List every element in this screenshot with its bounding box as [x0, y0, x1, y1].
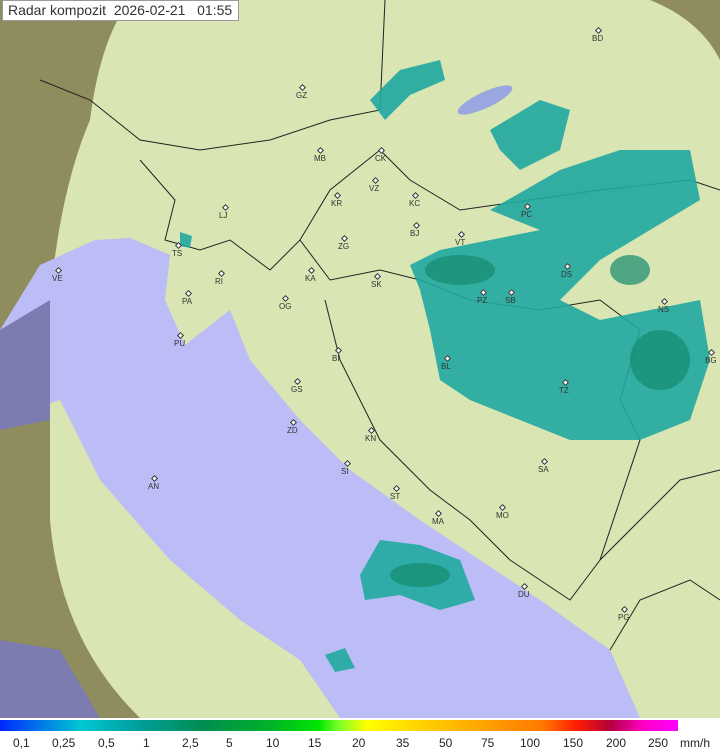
city-code: BD: [592, 34, 604, 43]
scale-tick-label: 20: [352, 736, 366, 750]
city-code: KR: [331, 199, 343, 208]
city-code: PG: [618, 613, 630, 622]
scale-unit: mm/h: [680, 736, 710, 750]
city-code: MO: [496, 511, 509, 520]
city-code: MA: [432, 517, 444, 526]
city-code: PA: [182, 297, 193, 306]
precipitation-color-scale: [0, 720, 678, 731]
sea-outside-coverage: [0, 300, 100, 718]
city-code: SK: [371, 280, 382, 289]
city-code: RI: [215, 277, 223, 286]
scale-tick-label: 50: [439, 736, 453, 750]
title-text: Radar kompozit: [8, 2, 107, 18]
city-code: SI: [341, 467, 349, 476]
city-code: VT: [455, 238, 466, 247]
scale-tick-label: 0,25: [52, 736, 76, 750]
city-code: TS: [172, 249, 183, 258]
city-code: MB: [314, 154, 326, 163]
radar-echoes-heavier: [390, 255, 690, 587]
map-title: Radar kompozit 2026-02-21 01:55: [2, 0, 240, 21]
city-code: BJ: [410, 229, 420, 238]
city-code: BG: [705, 356, 717, 365]
city-code: DU: [518, 590, 530, 599]
city-code: BL: [441, 362, 451, 371]
scale-tick-label: 250: [648, 736, 669, 750]
adriatic-sea: [0, 238, 640, 718]
scale-tick-label: 1: [143, 736, 150, 750]
scale-tick-label: 75: [481, 736, 495, 750]
scale-tick-label: 10: [266, 736, 280, 750]
city-code: ZD: [287, 426, 298, 435]
lake-balaton: [457, 85, 513, 115]
city-code: SA: [538, 465, 549, 474]
city-code: KN: [365, 434, 377, 443]
city-code: GS: [291, 385, 303, 394]
city-code: VZ: [369, 184, 380, 193]
scale-tick-label: 15: [308, 736, 322, 750]
scale-tick-label: 0,5: [98, 736, 115, 750]
scale-tick-label: 5: [226, 736, 233, 750]
city-code: CK: [375, 154, 387, 163]
city-code: KA: [305, 274, 316, 283]
scale-tick-label: 200: [606, 736, 627, 750]
radar-map: [0, 0, 720, 718]
city-code: ST: [390, 492, 401, 501]
city-code: OG: [279, 302, 292, 311]
city-code: LJ: [219, 211, 228, 220]
scale-tick-label: 2,5: [182, 736, 199, 750]
city-code: GZ: [296, 91, 308, 100]
city-code: DS: [561, 270, 573, 279]
city-code: ZG: [338, 242, 350, 251]
city-code: SB: [505, 296, 516, 305]
scale-tick-label: 0,1: [13, 736, 30, 750]
title-date: 2026-02-21: [113, 2, 186, 18]
city-code: VE: [52, 274, 63, 283]
city-code: AN: [148, 482, 160, 491]
scale-tick-label: 35: [396, 736, 410, 750]
city-code: BI: [332, 354, 340, 363]
scale-tick-label: 150: [563, 736, 584, 750]
title-time: 01:55: [197, 2, 233, 18]
city-code: TZ: [559, 386, 569, 395]
city-code: PZ: [477, 296, 488, 305]
city-code: KC: [409, 199, 421, 208]
city-code: NS: [658, 305, 670, 314]
city-code: PU: [174, 339, 186, 348]
scale-tick-label: 100: [520, 736, 541, 750]
city-code: PC: [521, 210, 533, 219]
